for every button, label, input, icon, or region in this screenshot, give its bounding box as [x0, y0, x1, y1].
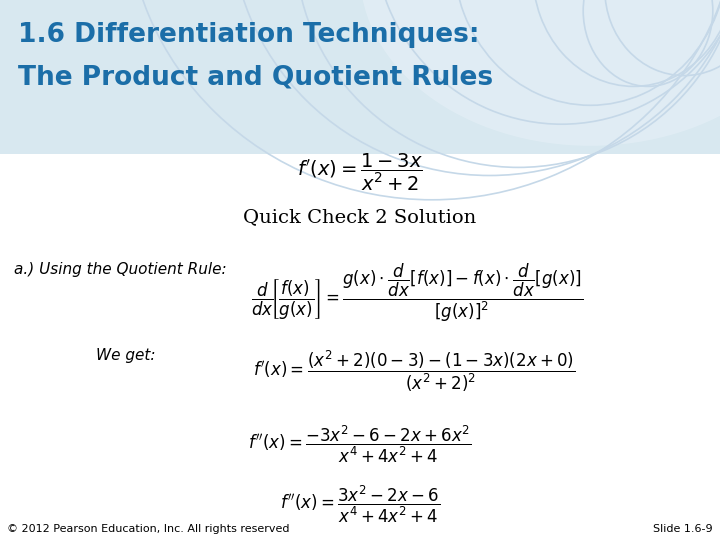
Text: $f'(x) = \dfrac{(x^2+2)(0-3)-(1-3x)(2x+0)}{(x^2+2)^2}$: $f'(x) = \dfrac{(x^2+2)(0-3)-(1-3x)(2x+0… — [253, 348, 575, 394]
Text: $f''(x) = \dfrac{-3x^2-6-2x+6x^2}{x^4+4x^2+4}$: $f''(x) = \dfrac{-3x^2-6-2x+6x^2}{x^4+4x… — [248, 424, 472, 465]
Circle shape — [360, 0, 720, 146]
Text: We get:: We get: — [96, 348, 156, 363]
Text: a.) Using the Quotient Rule:: a.) Using the Quotient Rule: — [14, 262, 227, 277]
Text: 1.6 Differentiation Techniques:: 1.6 Differentiation Techniques: — [18, 22, 480, 48]
Text: Quick Check 2 Solution: Quick Check 2 Solution — [243, 208, 477, 226]
Text: $f''(x) = \dfrac{3x^2-2x-6}{x^4+4x^2+4}$: $f''(x) = \dfrac{3x^2-2x-6}{x^4+4x^2+4}$ — [280, 483, 440, 525]
Text: $\dfrac{d}{dx}\!\left[\dfrac{f(x)}{g(x)}\right] = \dfrac{g(x)\cdot\dfrac{d}{dx}[: $\dfrac{d}{dx}\!\left[\dfrac{f(x)}{g(x)}… — [251, 262, 584, 325]
Text: The Product and Quotient Rules: The Product and Quotient Rules — [18, 65, 493, 91]
Text: $f'(x) = \dfrac{1-3x}{x^2+2}$: $f'(x) = \dfrac{1-3x}{x^2+2}$ — [297, 151, 423, 193]
Text: © 2012 Pearson Education, Inc. All rights reserved: © 2012 Pearson Education, Inc. All right… — [7, 523, 289, 534]
FancyBboxPatch shape — [0, 0, 720, 154]
Text: Slide 1.6-9: Slide 1.6-9 — [653, 523, 713, 534]
